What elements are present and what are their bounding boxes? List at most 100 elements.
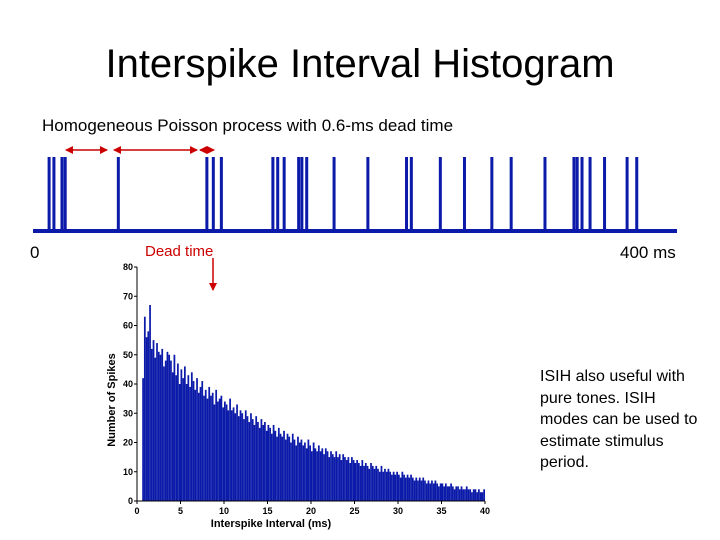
histogram-bar — [373, 468, 376, 501]
histogram-bar — [453, 489, 456, 501]
histogram-bar — [399, 477, 402, 501]
histogram-bar — [434, 480, 437, 501]
histogram-bar — [201, 381, 204, 501]
x-tick-label: 15 — [262, 506, 272, 516]
histogram-bar — [300, 439, 303, 501]
histogram-bar — [304, 442, 306, 501]
histogram-bar — [342, 454, 345, 501]
histogram-bar — [314, 448, 317, 501]
histogram-bar — [190, 372, 193, 501]
histogram-bar — [283, 430, 285, 501]
histogram-bar — [265, 430, 268, 501]
histogram-axes: 0 5 10 15 20 25 30 35 40 0 10 20 30 40 50 60 70 80 Intersp… — [106, 262, 490, 530]
histogram-bar — [208, 386, 211, 501]
histogram-bar — [328, 457, 331, 501]
histogram-bar — [389, 471, 392, 501]
histogram-bar — [424, 480, 426, 501]
histogram-bar — [183, 366, 186, 501]
histogram-bar — [150, 348, 153, 501]
side-note: ISIH also useful with pure tones. ISIH m… — [540, 368, 698, 471]
histogram-bar — [398, 474, 400, 501]
histogram-bar — [312, 442, 315, 501]
histogram-bar — [384, 468, 386, 501]
histogram-bar — [185, 384, 188, 501]
histogram-bar — [347, 457, 350, 501]
histogram-bar — [281, 436, 284, 501]
histogram-bar — [345, 460, 348, 501]
histogram-bar — [220, 395, 223, 501]
spike-train-end-label: 400 ms — [620, 243, 676, 262]
histogram-bar — [213, 404, 216, 501]
histogram-bar — [340, 460, 343, 501]
histogram-bar — [255, 416, 258, 501]
x-tick-label: 10 — [219, 506, 229, 516]
histogram-bar — [465, 486, 468, 501]
y-tick-label: 20 — [123, 438, 133, 448]
histogram-bar — [331, 454, 334, 501]
histogram-bar — [380, 465, 383, 501]
histogram-bar — [257, 422, 259, 501]
histogram-bar — [163, 366, 165, 501]
histogram-bar — [253, 424, 256, 501]
histogram-bar — [413, 480, 416, 501]
histogram-bar — [217, 401, 219, 501]
histogram-bar — [152, 340, 155, 501]
histogram-bar — [288, 436, 291, 501]
histogram-bar — [410, 474, 412, 501]
histogram-bar — [408, 477, 411, 501]
histogram-bar — [142, 378, 144, 501]
interval-annotations — [65, 146, 217, 291]
histogram-bar — [204, 389, 207, 501]
y-tick-label: 40 — [123, 379, 133, 389]
histogram-bar — [432, 483, 435, 501]
histogram-bar — [361, 460, 364, 501]
histogram-bar — [427, 480, 430, 501]
y-tick-label: 60 — [123, 321, 133, 331]
histogram-bar — [272, 424, 275, 501]
x-tick-label: 35 — [436, 506, 446, 516]
histogram-bar — [387, 468, 390, 501]
y-tick-label: 50 — [123, 350, 133, 360]
spike-train — [33, 157, 677, 233]
histogram-bar — [154, 357, 157, 501]
histogram-bar — [166, 351, 169, 501]
histogram-bar — [232, 407, 235, 501]
histogram-bar — [448, 486, 451, 501]
histogram-bar — [180, 369, 183, 501]
histogram-bar — [370, 462, 372, 501]
histogram-bar — [224, 401, 226, 501]
histogram-bar — [411, 477, 414, 501]
histogram-bar — [467, 489, 470, 501]
histogram-bar — [277, 427, 280, 501]
histogram-bar — [363, 465, 365, 501]
histogram-bar — [450, 483, 452, 501]
histogram-bar — [368, 468, 371, 501]
histogram-bar — [309, 445, 311, 501]
x-tick-label: 20 — [306, 506, 316, 516]
histogram-bar — [239, 410, 242, 501]
histogram-bar — [274, 430, 277, 501]
histogram-bar — [171, 372, 174, 501]
histogram-bar — [457, 486, 459, 501]
histogram-bar — [396, 471, 398, 501]
histogram-bar — [406, 474, 409, 501]
dead-time-label: Dead time — [145, 243, 214, 260]
y-tick-label: 10 — [123, 467, 133, 477]
histogram-bar — [173, 354, 176, 501]
histogram-bar — [248, 422, 251, 501]
histogram-bar — [258, 427, 261, 501]
histogram-bar — [210, 395, 212, 501]
histogram-bar — [472, 489, 475, 501]
histogram-bar — [422, 477, 425, 501]
histogram-bar — [344, 457, 346, 501]
histogram-bar — [241, 413, 244, 501]
histogram-bar — [157, 351, 160, 501]
histogram-bar — [194, 389, 197, 501]
histogram-bar — [403, 474, 405, 501]
histogram-bar — [349, 462, 352, 501]
histogram-bar — [469, 489, 472, 501]
histogram-bar — [246, 416, 249, 501]
histogram-bar — [161, 348, 164, 501]
x-tick-label: 25 — [349, 506, 359, 516]
